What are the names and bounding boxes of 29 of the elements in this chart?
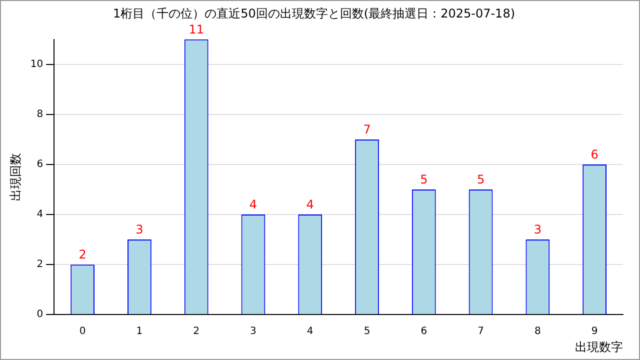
data-label: 3 — [534, 222, 542, 237]
data-label: 5 — [420, 172, 428, 187]
data-label: 5 — [476, 172, 485, 187]
x-tick-label: 7 — [478, 326, 484, 338]
data-label: 6 — [590, 148, 598, 162]
data-label: 3 — [136, 222, 144, 237]
y-tick-label: 0 — [36, 309, 44, 320]
x-tick-label: 1 — [136, 326, 143, 338]
x-tick-label: 0 — [79, 326, 86, 338]
y-tick-label: 8 — [36, 109, 44, 120]
chart-title: 1桁目（千の位）の直近50回の出現数字と回数(最終抽選日：2025-07-18) — [112, 6, 516, 20]
y-tick-label: 10 — [30, 59, 44, 70]
x-tick-label: 8 — [534, 326, 541, 338]
x-axis-title: 出現数字 — [575, 340, 623, 354]
y-tick-label: 2 — [36, 259, 44, 270]
x-tick-label: 6 — [420, 326, 428, 338]
data-label: 4 — [249, 198, 258, 212]
x-tick-label: 2 — [193, 326, 200, 338]
x-tick-label: 5 — [364, 326, 370, 338]
x-tick-label: 4 — [306, 326, 314, 338]
y-axis-title: 出現回数 — [8, 153, 22, 201]
data-label: 11 — [188, 22, 204, 37]
x-tick-label: 3 — [250, 326, 256, 338]
y-tick-label: 6 — [36, 159, 44, 170]
y-tick-label: 4 — [36, 209, 44, 220]
data-label: 2 — [78, 248, 86, 262]
x-tick-label: 9 — [591, 326, 598, 338]
data-label: 7 — [363, 122, 371, 137]
data-label: 4 — [306, 198, 314, 212]
